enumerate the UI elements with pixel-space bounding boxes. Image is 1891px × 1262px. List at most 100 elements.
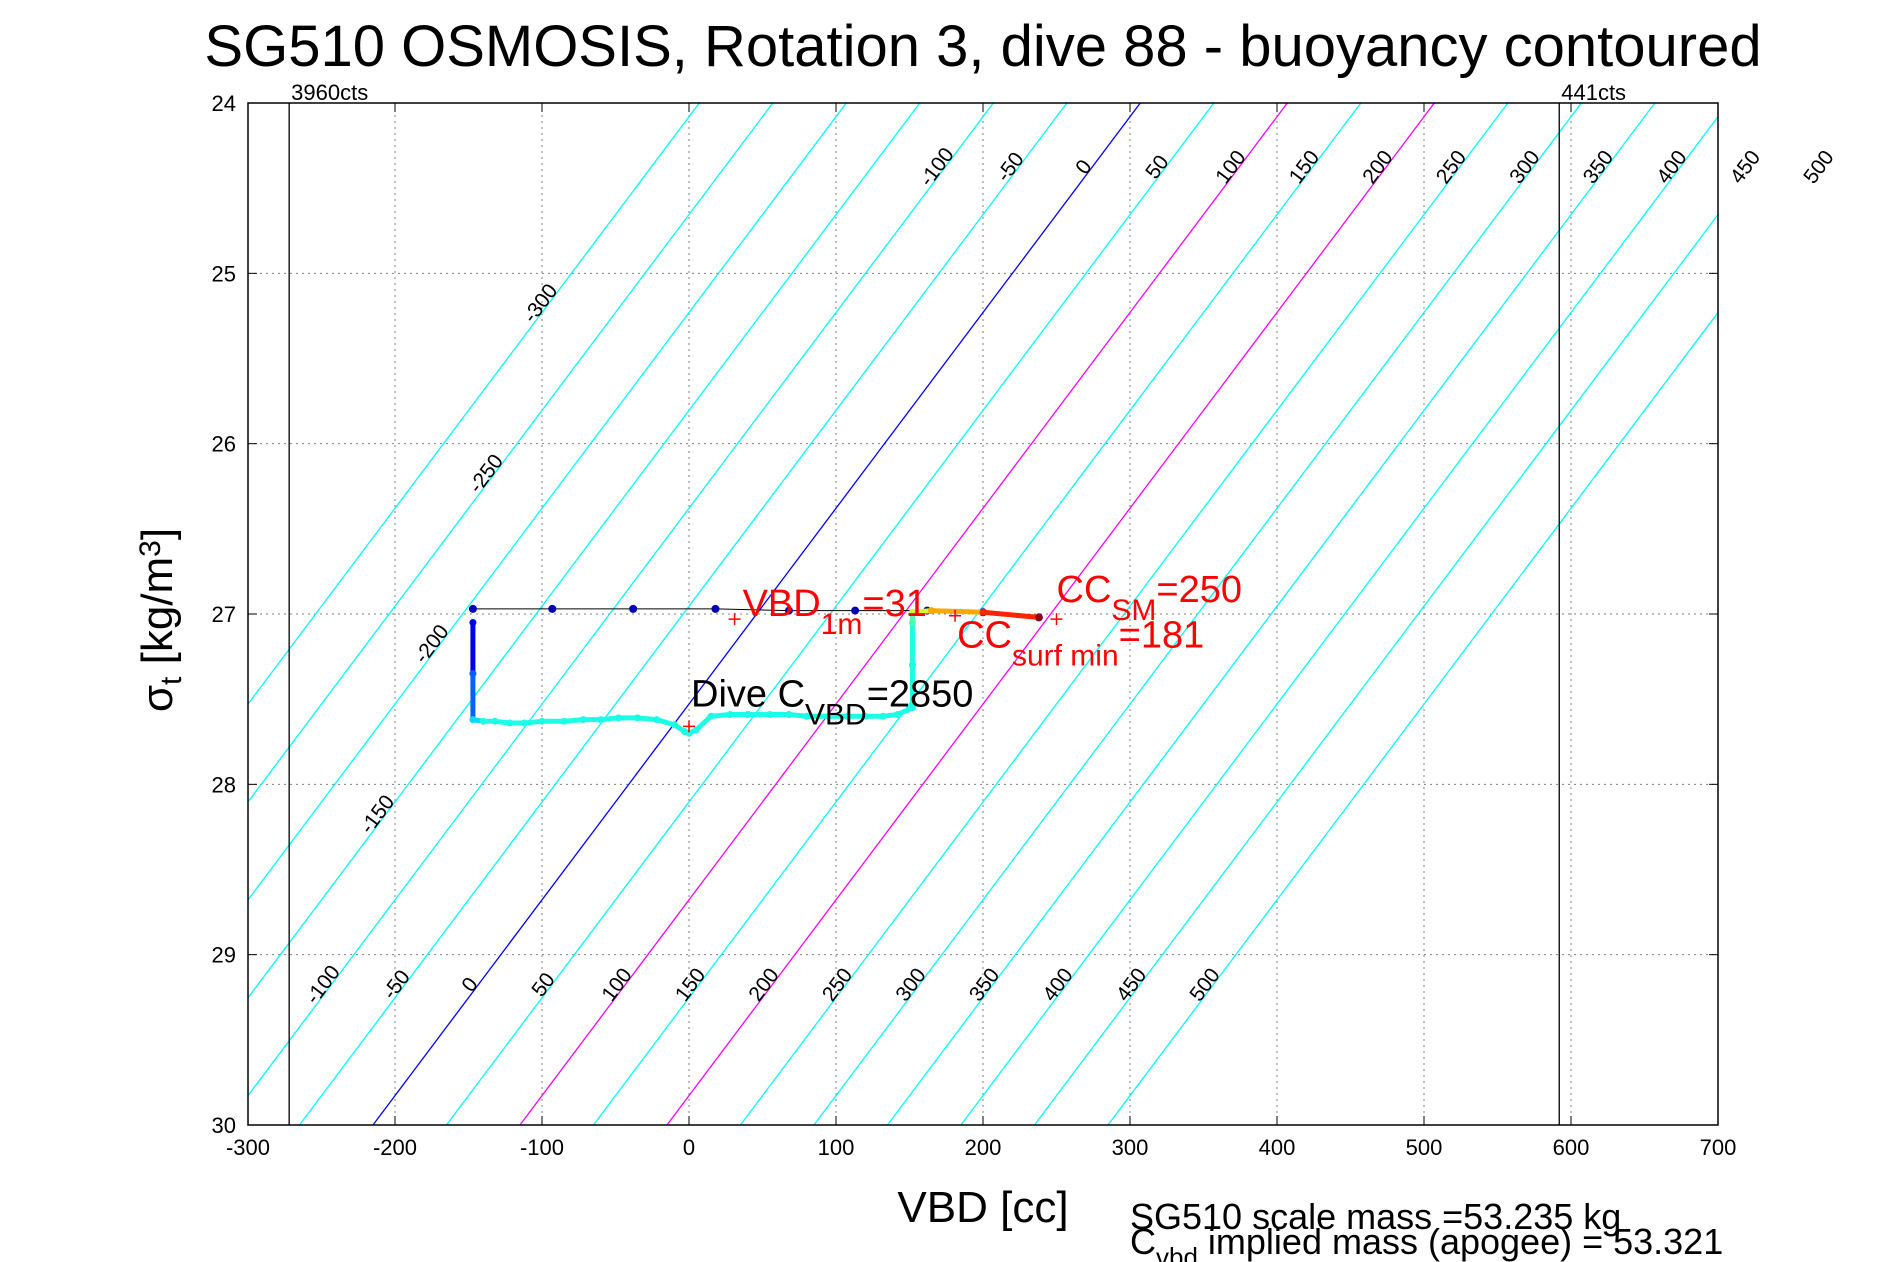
footer-line-2: Cvbd implied mass (apogee) = 53.321 bbox=[1130, 1221, 1723, 1262]
surface-point bbox=[468, 604, 477, 613]
cc-surf-min-label-main: CC bbox=[957, 615, 1012, 657]
trajectory-point bbox=[785, 710, 793, 718]
trajectory-point bbox=[908, 661, 916, 669]
x-tick-label: 0 bbox=[683, 1135, 695, 1160]
x-tick-label: -300 bbox=[226, 1135, 270, 1160]
contour-label-top: 200 bbox=[1358, 146, 1397, 188]
contour-label-left: -150 bbox=[356, 791, 400, 838]
x-tick-label: 700 bbox=[1700, 1135, 1737, 1160]
contour-line bbox=[1107, 311, 1718, 1125]
dive-cvbd-label-main: Dive C bbox=[691, 673, 805, 715]
trajectory-point bbox=[726, 710, 734, 718]
vbd-min-label: 3960cts bbox=[291, 80, 368, 105]
contour-label-bottom: 500 bbox=[1185, 964, 1224, 1006]
vbd-1m-label-sub: 1m bbox=[821, 608, 863, 641]
trajectory-point bbox=[908, 619, 916, 627]
vbd-limit-lines: 3960cts 441cts bbox=[288, 80, 1626, 1125]
contour-label-top: 450 bbox=[1726, 146, 1765, 188]
contour-line bbox=[248, 103, 700, 706]
contour-label-top: 100 bbox=[1211, 146, 1250, 188]
chart-title: SG510 OSMOSIS, Rotation 3, dive 88 - buo… bbox=[204, 14, 1761, 79]
dive-cvbd-label-value: =2850 bbox=[867, 673, 974, 715]
trajectory-point bbox=[1035, 613, 1043, 621]
trajectory-segment bbox=[929, 608, 986, 615]
y-tick-label: 24 bbox=[212, 91, 236, 116]
contour-label-top: -50 bbox=[992, 148, 1029, 186]
y-tick-label: 26 bbox=[212, 432, 236, 457]
contour-line bbox=[960, 115, 1718, 1125]
trajectory-point bbox=[766, 710, 774, 718]
contour-label-bottom: 200 bbox=[744, 964, 783, 1006]
x-tick-label: -200 bbox=[373, 1135, 417, 1160]
trajectory-point bbox=[670, 721, 678, 729]
y-tick-label: 25 bbox=[212, 261, 236, 286]
contour-label-bottom: 300 bbox=[891, 964, 930, 1006]
contour-label-bottom: 0 bbox=[457, 973, 482, 996]
contour-label-bottom: 100 bbox=[597, 964, 636, 1006]
dive-trajectory bbox=[468, 604, 1043, 737]
contour-lines bbox=[248, 103, 1718, 1125]
contour-label-top: 50 bbox=[1141, 151, 1173, 183]
contour-line bbox=[666, 103, 1435, 1125]
cc-surf-min-label-value: =181 bbox=[1119, 615, 1205, 657]
x-tick-label: 300 bbox=[1112, 1135, 1149, 1160]
cc-surf-min-marker bbox=[949, 609, 962, 622]
trajectory-point bbox=[979, 608, 987, 616]
contour-line bbox=[813, 103, 1582, 1125]
contour-label-bottom: 450 bbox=[1112, 964, 1151, 1006]
surface-point bbox=[629, 604, 638, 613]
trajectory-point bbox=[825, 712, 833, 720]
x-tick-label: -100 bbox=[520, 1135, 564, 1160]
contour-label-bottom: 150 bbox=[671, 964, 710, 1006]
x-tick-label: 500 bbox=[1406, 1135, 1443, 1160]
y-tick-label: 27 bbox=[212, 602, 236, 627]
contour-line bbox=[445, 103, 1215, 1125]
contour-line bbox=[248, 103, 921, 999]
contour-label-left: -200 bbox=[410, 620, 454, 667]
trajectory-point bbox=[560, 717, 568, 725]
trajectory-point bbox=[469, 716, 477, 724]
footer-line-2-sub: vbd bbox=[1156, 1242, 1198, 1262]
trajectory-point bbox=[685, 729, 693, 737]
y-axis-label-sup: 3 bbox=[134, 540, 167, 557]
vbd-1m-label-main: VBD bbox=[743, 583, 821, 625]
cc-sm-label-value: =250 bbox=[1156, 569, 1242, 611]
y-axis-label-unit: [kg/m bbox=[133, 557, 182, 677]
surface-point bbox=[851, 606, 860, 615]
x-tick-label: 600 bbox=[1553, 1135, 1590, 1160]
y-tick-label: 29 bbox=[212, 943, 236, 968]
trajectory-point bbox=[597, 716, 605, 724]
contour-label-top: -100 bbox=[915, 143, 959, 190]
x-tick-label: 200 bbox=[965, 1135, 1002, 1160]
trajectory-point bbox=[879, 712, 887, 720]
trajectory-point bbox=[614, 714, 622, 722]
footer-notes: SG510 scale mass =53.235 kg Cvbd implied… bbox=[1130, 1196, 1723, 1262]
cc-surf-min-label-sub: surf min bbox=[1012, 640, 1119, 673]
x-axis-label: VBD [cc] bbox=[897, 1183, 1068, 1232]
contour-label-bottom: 50 bbox=[527, 969, 559, 1001]
contour-line bbox=[248, 103, 847, 901]
trajectory-point bbox=[928, 607, 936, 615]
trajectory-point bbox=[692, 726, 700, 734]
trajectory-point bbox=[469, 619, 477, 627]
cc-sm-label-main: CC bbox=[1057, 569, 1112, 611]
cc-sm-marker bbox=[1050, 613, 1063, 626]
y-axis-label-sub: t bbox=[155, 676, 188, 685]
dive-cvbd-label: Dive CVBD=2850 bbox=[691, 673, 973, 731]
trajectory-point bbox=[894, 710, 902, 718]
trajectory-point bbox=[707, 712, 715, 720]
dive-cvbd-label-sub: VBD bbox=[805, 698, 867, 731]
vbd-1m-label: VBD1m=31 bbox=[743, 583, 927, 641]
contour-label-bottom: -50 bbox=[378, 966, 415, 1004]
trajectory-point bbox=[844, 712, 852, 720]
contour-line bbox=[739, 103, 1509, 1125]
contour-label-bottom: 250 bbox=[818, 964, 857, 1006]
contour-line bbox=[248, 103, 774, 804]
contour-line bbox=[1033, 213, 1718, 1125]
cc-sm-label: CCSM=250 bbox=[1057, 569, 1242, 627]
axis-ticks: -300 -200 -100 0 100 200 300 400 500 600 700242526… bbox=[212, 91, 1737, 1160]
y-axis-label-sigma: σ bbox=[133, 685, 182, 712]
footer-line-2-main: C bbox=[1130, 1221, 1156, 1262]
